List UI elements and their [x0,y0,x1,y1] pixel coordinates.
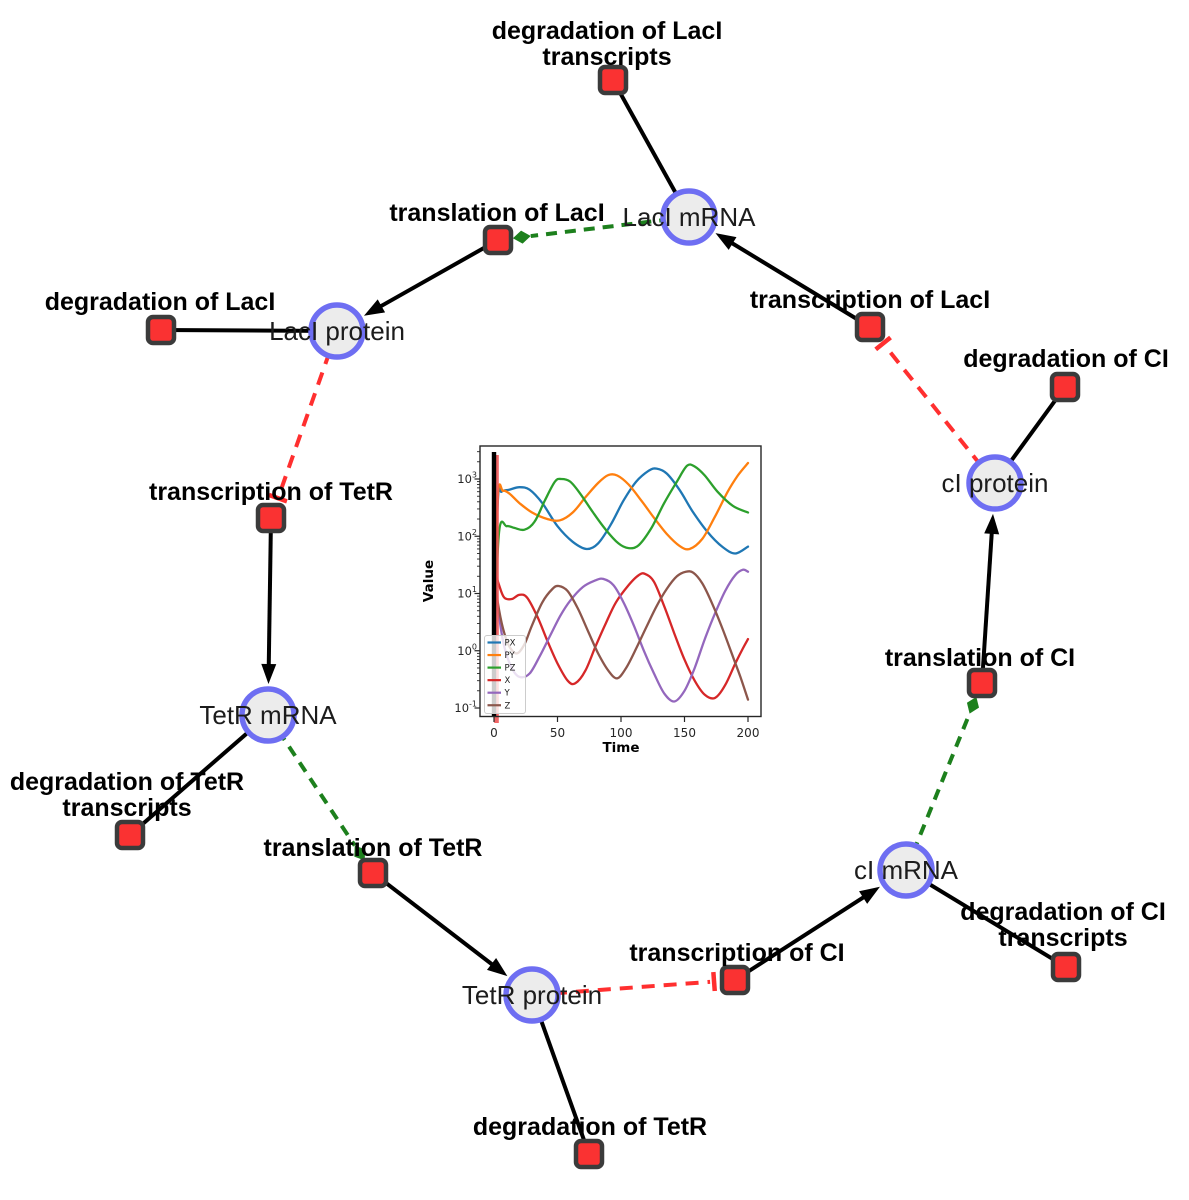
chart-x-tick-label: 150 [673,726,696,740]
reaction-node-degradation-of-tetr [573,1138,605,1170]
chart-y-tick-label: 10-1 [454,700,477,716]
reaction-node-translation-of-ci [966,667,998,699]
chart-event-line [491,452,497,717]
series-line-PZ [492,463,750,642]
species-label-laci-protein: LacI protein [269,316,405,346]
species-label-laci-mrna: LacI mRNA [623,202,757,232]
species-label-ci-mrna: cI mRNA [854,855,959,885]
reaction-label-degradation-of-laci-transcripts: degradation of LacI transcripts [492,17,723,71]
product-arrowhead [715,233,737,250]
edge-inhibition-laci-protein-transcription-of-tetr [277,330,339,496]
species-node-ci-protein [966,454,1024,512]
edge-product-translation-of-laci-laci-protein [375,238,499,311]
edge-reactant-laci-protein-degradation-of-laci [160,328,338,333]
reaction-label-translation-of-ci: translation of CI [885,644,1075,672]
product-arrowhead [859,886,880,904]
species-node-laci-mrna [660,188,718,246]
legend-label-PZ: PZ [505,664,516,674]
chart-ylabel: Value [421,560,437,602]
reaction-node-transcription-of-ci [719,964,751,996]
legend-label-PY: PY [505,651,516,661]
product-arrowhead [363,299,386,316]
chart-legend: PX PY PZ XYZ [484,635,526,714]
species-node-tetr-protein [503,966,561,1024]
reaction-label-degradation-of-tetr-transcripts: degradation of TetR transcripts [10,768,244,822]
chart-x-tick-label: 100 [610,726,633,740]
inhibition-bar [268,492,288,504]
inhibition-bar [874,335,892,352]
species-node-ci-mrna [877,841,935,899]
edge-inhibition-ci-protein-transcription-of-laci [884,345,997,485]
modifier-arrowhead [354,845,366,861]
reaction-node-transcription-of-laci [854,311,886,343]
reaction-node-translation-of-tetr [357,857,389,889]
edge-product-translation-of-tetr-tetr-protein [371,871,498,970]
species-label-ci-protein: cI protein [942,468,1049,498]
species-node-tetr-mrna [239,686,297,744]
series-line-X [492,566,750,700]
chart-x-tick-label: 50 [550,726,565,740]
chart-y-tick-label: 101 [457,585,477,601]
series-line-PY [492,461,750,642]
edge-product-transcription-of-tetr-tetr-mrna [266,517,273,671]
reaction-node-degradation-of-tetr-transcripts [114,819,146,851]
reaction-node-translation-of-laci [482,224,514,256]
modifier-arrowhead [512,230,531,244]
reaction-label-transcription-of-laci: transcription of LacI [750,286,990,314]
product-arrowhead [984,513,1000,535]
reaction-label-transcription-of-tetr: transcription of TetR [149,478,393,506]
reaction-label-degradation-of-tetr: degradation of TetR [473,1113,707,1141]
inhibition-bar [711,971,718,992]
product-arrowhead [486,958,508,977]
reaction-label-translation-of-laci: translation of LacI [389,199,604,227]
reaction-node-degradation-of-laci-transcripts [597,64,629,96]
series-line-PX [492,467,750,642]
edge-product-transcription-of-laci-laci-mrna [726,238,872,329]
reaction-node-degradation-of-laci [145,314,177,346]
edge-product-translation-of-ci-ci-protein [980,527,995,684]
legend-label-Y: Y [504,689,511,699]
edge-reactant-tetr-mrna-degradation-of-tetr-transcripts [128,713,270,837]
chart-y-tick-label: 102 [457,528,477,544]
series-line-Z [492,570,750,701]
reaction-label-degradation-of-ci-transcripts: degradation of CI transcripts [960,898,1166,952]
species-node-laci-protein [308,302,366,360]
nodes-layer [114,64,1082,1170]
reaction-node-degradation-of-ci-transcripts [1050,951,1082,983]
species-label-tetr-protein: TetR protein [462,980,602,1010]
chart-x-tick-label: 200 [737,726,760,740]
legend-label-X: X [505,676,511,686]
reaction-node-degradation-of-ci [1049,371,1081,403]
chart-xlabel: Time [602,740,639,756]
time-series-inset-plot: 0 50 100 150 20010310210110010-1TimeValuePXP… [421,445,762,756]
edge-inhibition-tetr-protein-transcription-of-ci [531,979,711,997]
chart-x-tick-label: 0 [490,726,498,740]
edge-reactant-ci-mrna-degradation-of-ci-transcripts [904,868,1068,969]
product-arrowhead [261,663,277,685]
edge-product-transcription-of-ci-ci-mrna [733,892,870,982]
legend-label-PX: PX [505,639,516,649]
reaction-label-degradation-of-ci: degradation of CI [963,345,1169,373]
reaction-label-translation-of-tetr: translation of TetR [264,834,483,862]
labels-layer: LacI mRNA LacI protein TetR mRNA TetR prote… [10,17,1169,1141]
chart-event-line-red [494,455,499,723]
modifier-arrowhead [966,696,979,714]
reaction-node-transcription-of-tetr [255,502,287,534]
reaction-label-transcription-of-ci: transcription of CI [629,939,844,967]
chart-y-tick-label: 103 [457,471,477,487]
reaction-label-degradation-of-laci: degradation of LacI [45,288,276,316]
species-label-tetr-mrna: TetR mRNA [199,700,337,730]
series-line-Y [492,568,750,703]
chart-y-tick-label: 100 [457,642,477,658]
legend-label-Z: Z [505,701,511,711]
